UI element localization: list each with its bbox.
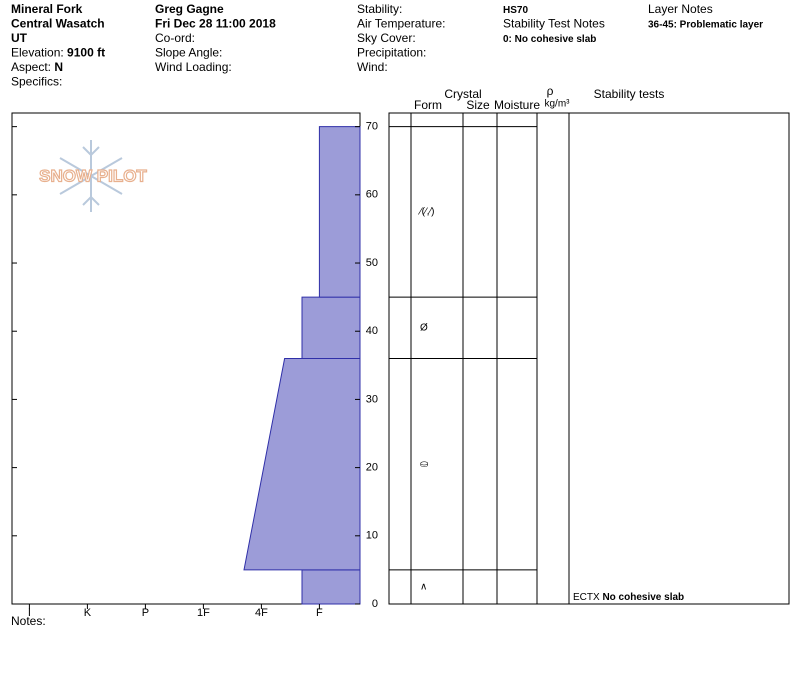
header-field: Layer Notes (648, 2, 713, 16)
field-value: Fri Dec 28 11:00 2018 (155, 17, 276, 31)
header-field: Slope Angle: (155, 46, 222, 60)
field-value: Mineral Fork (11, 2, 83, 16)
x-tick-label: P (142, 607, 149, 619)
header-field: Stability: (357, 2, 402, 16)
header-field: Wind: (357, 60, 388, 74)
header-field: Air Temperature: (357, 17, 445, 31)
y-tick-label: 0 (372, 598, 378, 610)
header-moisture: Moisture (494, 98, 540, 112)
field-value: 0: No cohesive slab (503, 34, 596, 45)
field-label: Elevation: (11, 46, 64, 60)
crystal-form: ⁄(⁄,⁄) (417, 207, 434, 218)
y-tick-label: 30 (366, 393, 378, 405)
header-field: Greg Gagne (155, 2, 224, 16)
y-tick-label: 10 (366, 530, 378, 542)
header-field: Fri Dec 28 11:00 2018 (155, 17, 276, 31)
logo-text: SNOW PILOT (39, 166, 147, 185)
field-value: N (54, 60, 63, 74)
header-field: Precipitation: (357, 46, 426, 60)
x-tick-label: K (84, 607, 92, 619)
y-tick-label: 60 (366, 189, 378, 201)
test-result: No cohesive slab (602, 592, 684, 603)
x-tick-label: F (316, 607, 323, 619)
field-label: Co-ord: (155, 31, 195, 45)
field-label: Wind Loading: (155, 60, 232, 74)
header-field: Elevation: 9100 ft (11, 46, 105, 60)
field-value: HS70 (503, 5, 528, 16)
field-label: Layer Notes (648, 2, 713, 16)
field-value: 36-45: Problematic layer (648, 19, 763, 30)
field-label: Sky Cover: (357, 31, 416, 45)
header-field: Specifics: (11, 75, 62, 89)
header-field: UT (11, 31, 28, 45)
field-label: Specifics: (11, 75, 62, 89)
logo (59, 140, 123, 212)
header-density-unit: kg/m³ (545, 99, 571, 110)
header-size: Size (466, 98, 490, 112)
header-field: 36-45: Problematic layer (648, 19, 763, 30)
header-field: Central Wasatch (11, 17, 105, 31)
field-label: Slope Angle: (155, 46, 222, 60)
field-value: Central Wasatch (11, 17, 105, 31)
x-tick-label: I (28, 607, 31, 619)
field-value: UT (11, 31, 28, 45)
header-field: Stability Test Notes (503, 17, 605, 31)
x-tick-label: 4F (255, 607, 268, 619)
header-stability: Stability tests (594, 87, 665, 101)
hardness-layer (301, 296, 361, 359)
crystal-form: Ø (420, 322, 428, 333)
y-tick-label: 20 (366, 462, 378, 474)
field-label: Stability: (357, 2, 402, 16)
field-label: Air Temperature: (357, 17, 445, 31)
header-field: Aspect: N (11, 60, 63, 74)
y-tick-label: 40 (366, 325, 378, 337)
header-field: Co-ord: (155, 31, 195, 45)
header-density-symbol: ρ (547, 84, 554, 98)
y-tick-label: 50 (366, 257, 378, 269)
stability-test: ECTX No cohesive slab (573, 592, 684, 603)
y-tick-label: 70 (366, 121, 378, 133)
hardness-layer (301, 569, 361, 605)
hardness-layer (243, 358, 361, 571)
crystal-form: ⛀ (420, 459, 428, 470)
x-tick-label: 1F (197, 607, 210, 619)
header-form: Form (414, 98, 442, 112)
field-value: Greg Gagne (155, 2, 224, 16)
field-label: Precipitation: (357, 46, 426, 60)
field-value: 9100 ft (67, 46, 105, 60)
header-field: Wind Loading: (155, 60, 232, 74)
test-code: ECTX (573, 592, 600, 603)
header-crystal: Crystal (444, 87, 481, 101)
field-label: Aspect: (11, 60, 51, 74)
notes-label: Notes: (11, 614, 46, 628)
crystal-form: ∧ (420, 582, 427, 593)
field-label: Wind: (357, 60, 388, 74)
field-label: Stability Test Notes (503, 17, 605, 31)
header-field: Sky Cover: (357, 31, 416, 45)
header-field: 0: No cohesive slab (503, 34, 596, 45)
hardness-layer (318, 126, 361, 298)
header-field: Mineral Fork (11, 2, 83, 16)
header-field: HS70 (503, 5, 528, 16)
